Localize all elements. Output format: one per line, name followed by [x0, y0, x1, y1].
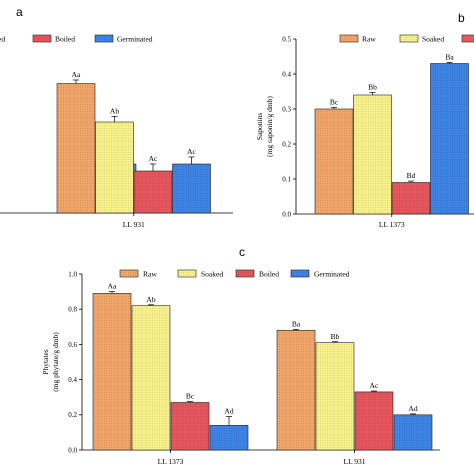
- significance-label: Ac: [149, 154, 158, 163]
- legend-label-soaked: Soaked: [422, 35, 444, 44]
- panel-c: c 0.0 0.2 0.4 0.6 0.8 1.0 Phytates (mg phytate/…: [41, 245, 440, 466]
- legend-label-boiled: Boiled: [259, 270, 279, 279]
- x-tick-label-ll-1373: LL 1373: [379, 220, 405, 229]
- bar-boiled-ll-931-texture: [355, 391, 393, 450]
- bar-soaked-ll-931-texture: [95, 122, 134, 213]
- y-axis-label: Saponins: [255, 113, 264, 141]
- y-tick-label: 1.0: [68, 270, 77, 278]
- y-tick-label: 0.4: [68, 376, 77, 384]
- significance-label: Aa: [108, 282, 117, 291]
- legend-label-raw: Raw: [143, 270, 157, 279]
- legend-swatch-texture: [178, 270, 196, 277]
- bar-soaked-ll-1373-texture: [132, 305, 170, 450]
- bar-germinated-ll-1373-texture: [210, 425, 248, 450]
- legend-swatch-texture: [291, 270, 309, 277]
- significance-label: Bb: [331, 332, 340, 341]
- bar-boiled-ll-1373-texture: [392, 182, 430, 214]
- bar-germinated-ll-931-texture: [172, 164, 211, 213]
- bar-raw-ll-931-texture: [57, 83, 95, 213]
- y-axis-label-unit: (mg saponin/g dmb): [265, 96, 274, 157]
- y-tick-label: 0.6: [68, 341, 77, 349]
- significance-label: Ba: [445, 52, 454, 61]
- y-tick-label: 0.2: [68, 411, 77, 419]
- legend-label-boiled: Boiled: [55, 35, 75, 44]
- y-tick-label: 0.5: [282, 35, 291, 43]
- panel-a: a AcAaAbAcAcLL 931BoiledGerminateded: [0, 5, 233, 229]
- significance-label: Aa: [72, 70, 81, 79]
- x-tick-label-ll-1373: LL 1373: [158, 457, 184, 466]
- y-tick-label: 0.4: [282, 70, 291, 78]
- bar-germinated-ll-931-texture: [394, 414, 432, 450]
- significance-label: Ac: [370, 381, 379, 390]
- significance-label: Ab: [146, 295, 155, 304]
- x-tick-label-ll-931: LL 931: [343, 457, 365, 466]
- bar-soaked-ll-931-texture: [316, 342, 354, 450]
- significance-label: Bd: [407, 171, 416, 180]
- y-axis-label-unit: (mg phytate/g dmb): [51, 332, 60, 392]
- significance-label: Bb: [368, 83, 377, 92]
- y-tick-label: 0.3: [282, 105, 291, 113]
- legend-swatch-texture: [340, 35, 358, 42]
- legend-label-cropped: ed: [0, 35, 5, 44]
- legend-swatch-texture: [95, 35, 113, 42]
- bar-raw-ll-1373-texture: [93, 293, 131, 450]
- bar-germinated-ll-1373-texture: [430, 63, 469, 214]
- panel-a-plot: AcAaAbAcAcLL 931BoiledGerminateded: [0, 35, 233, 229]
- legend-label-germinated: Germinated: [314, 270, 350, 279]
- significance-label: Bc: [330, 98, 339, 107]
- y-tick-label: 0.1: [282, 175, 291, 183]
- panel-letter-b: b: [458, 11, 465, 25]
- y-tick-label: 0.0: [68, 446, 77, 454]
- significance-label: Ad: [224, 407, 233, 416]
- y-tick-label: 0.2: [282, 140, 291, 148]
- significance-label: Ac: [187, 147, 196, 156]
- legend-label-soaked: Soaked: [201, 270, 223, 279]
- legend-swatch-texture: [120, 270, 138, 277]
- significance-label: Ba: [292, 319, 301, 328]
- legend-swatch-texture: [400, 35, 418, 42]
- y-tick-label: 0.8: [68, 306, 77, 314]
- bar-soaked-ll-1373-texture: [353, 95, 392, 214]
- panel-b-plot: 0.0 0.1 0.2 0.3 0.4 0.5 Saponins (mg saponin/g …: [255, 34, 474, 229]
- panel-c-plot: 0.0 0.2 0.4 0.6 0.8 1.0 Phytates (mg phytate/g …: [41, 270, 440, 466]
- significance-label: Bc: [186, 392, 195, 401]
- y-axis-label: Phytates: [41, 349, 50, 374]
- y-tick-label: 0.0: [282, 210, 291, 218]
- panel-b: b 0.0 0.1 0.2 0.3 0.4 0.5 Saponins (mg saponin/…: [255, 11, 474, 229]
- bar-boiled-ll-931-texture: [134, 171, 172, 213]
- bar-raw-ll-1373-texture: [315, 109, 353, 214]
- legend-label-germinated: Germinated: [117, 35, 153, 44]
- panel-letter-c: c: [239, 245, 245, 259]
- legend-swatch-texture: [236, 270, 254, 277]
- bar-boiled-ll-1373-texture: [171, 402, 209, 450]
- legend-swatch-texture: [33, 35, 51, 42]
- bar-raw-ll-931-texture: [277, 330, 315, 450]
- x-tick-label-ll-931: LL 931: [123, 220, 145, 229]
- panel-letter-a: a: [16, 5, 23, 19]
- significance-label: Ad: [408, 404, 417, 413]
- legend-label-raw: Raw: [362, 35, 376, 44]
- significance-label: Ab: [110, 106, 119, 115]
- legend-swatch-boiled: [461, 34, 474, 43]
